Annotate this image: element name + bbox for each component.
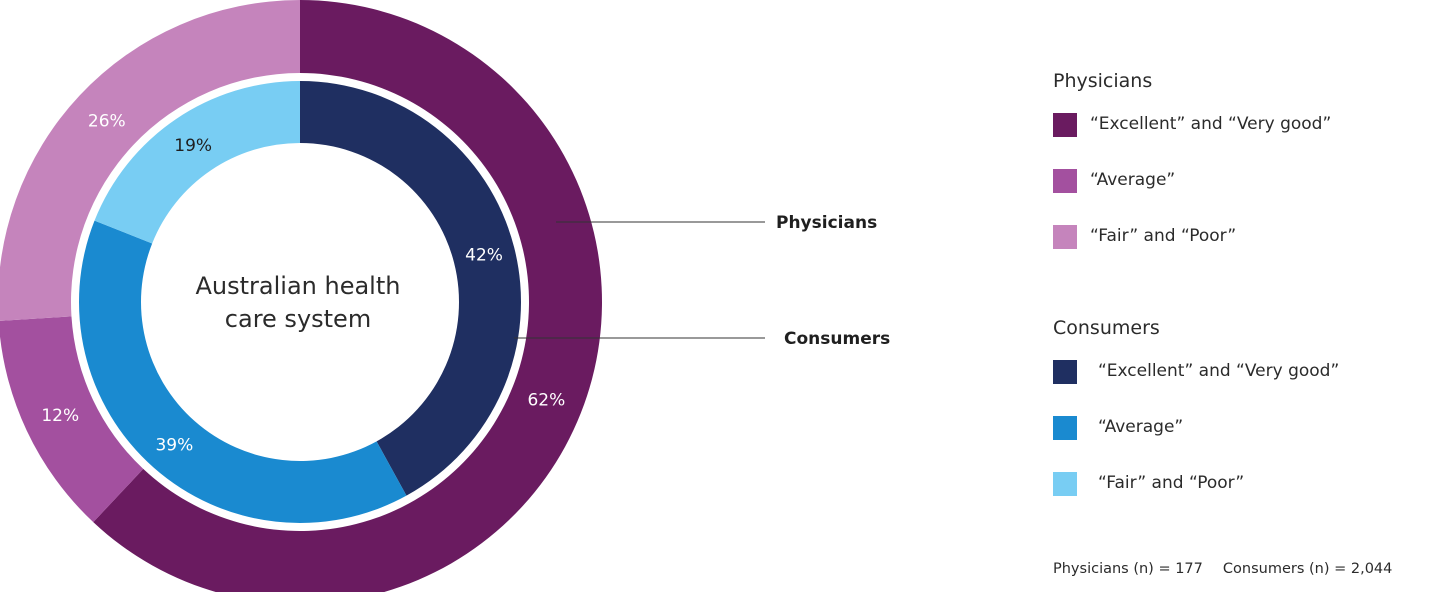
physicians-slice-fair-poor bbox=[0, 0, 300, 321]
consumers-sample-size: Consumers (n) = 2,044 bbox=[1222, 561, 1393, 577]
consumers-slice-average bbox=[78, 220, 407, 524]
consumers-ring bbox=[78, 81, 522, 524]
consumers-slice-excellent-very-good bbox=[300, 81, 522, 496]
legend-label: “Average” bbox=[1090, 170, 1176, 190]
legend-swatch bbox=[1053, 416, 1077, 440]
legend-heading-consumers: Consumers bbox=[1053, 317, 1160, 339]
consumers-value-label-excellent-very-good: 42% bbox=[465, 246, 503, 266]
legend-swatch bbox=[1053, 472, 1077, 496]
legend-swatch bbox=[1053, 169, 1077, 193]
center-label-line-1: Australian health bbox=[196, 272, 401, 300]
physicians-callout-label: Physicians bbox=[776, 213, 877, 233]
physicians-value-label-fair-poor: 26% bbox=[88, 112, 126, 132]
physicians-value-label-excellent-very-good: 62% bbox=[527, 391, 565, 411]
physicians-slice-average bbox=[0, 316, 144, 523]
physicians-slice-excellent-very-good bbox=[93, 0, 602, 592]
sample-size-footnote: Physicians (n) = 177 Consumers (n) = 2,04… bbox=[1053, 561, 1392, 577]
physicians-value-label-average: 12% bbox=[41, 406, 79, 426]
legend-label: “Average” bbox=[1098, 417, 1184, 437]
legend-heading-physicians: Physicians bbox=[1053, 70, 1153, 92]
legend-label: “Excellent” and “Very good” bbox=[1098, 361, 1340, 381]
consumers-slice-fair-poor bbox=[94, 81, 300, 244]
physicians-ring bbox=[0, 0, 602, 592]
legend-label: “Fair” and “Poor” bbox=[1098, 473, 1245, 493]
value-labels: 62% 12% 26% 42% 39% 19% bbox=[41, 112, 565, 456]
donut-chart: 62% 12% 26% 42% 39% 19% Australian health care… bbox=[0, 0, 890, 592]
consumers-value-label-average: 39% bbox=[155, 436, 193, 456]
physicians-sample-size: Physicians (n) = 177 bbox=[1053, 561, 1203, 577]
center-label-line-2: care system bbox=[225, 305, 371, 333]
legend-swatch bbox=[1053, 113, 1077, 137]
legend-swatch bbox=[1053, 360, 1077, 384]
ring-callouts: Physicians Consumers bbox=[514, 213, 890, 349]
legend-swatch bbox=[1053, 225, 1077, 249]
legend-label: “Excellent” and “Very good” bbox=[1090, 114, 1332, 134]
consumers-callout-label: Consumers bbox=[784, 329, 890, 349]
consumers-value-label-fair-poor: 19% bbox=[174, 136, 212, 156]
legend-label: “Fair” and “Poor” bbox=[1090, 226, 1237, 246]
center-label: Australian health care system bbox=[196, 272, 401, 333]
